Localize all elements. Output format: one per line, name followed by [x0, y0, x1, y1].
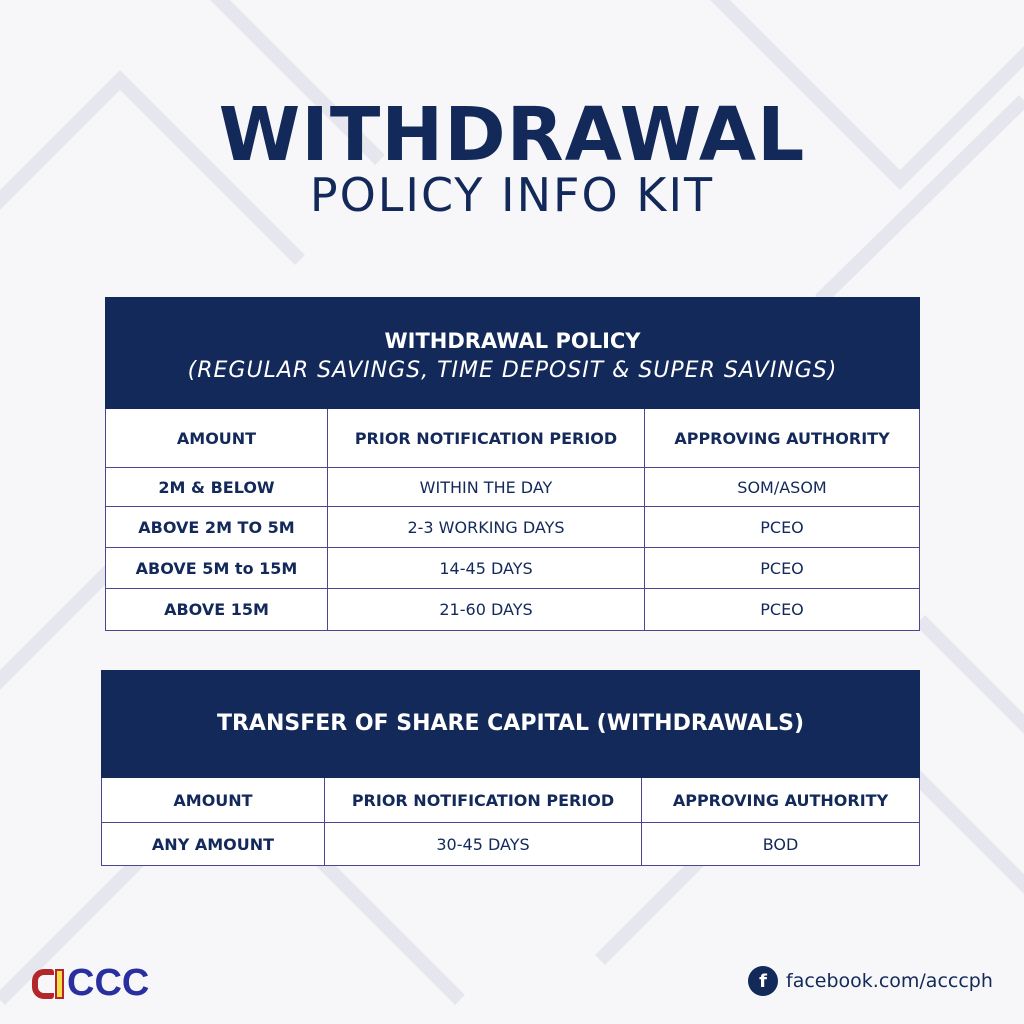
facebook-url[interactable]: facebook.com/acccph	[786, 970, 993, 992]
table-title: WITHDRAWAL POLICY	[384, 328, 641, 353]
logo-a-mark	[32, 968, 54, 999]
period-cell: 2-3 WORKING DAYS	[327, 506, 645, 548]
column-header: APPROVING AUTHORITY	[643, 408, 921, 468]
period-cell: WITHIN THE DAY	[327, 467, 645, 507]
logo-bar-mark	[55, 968, 64, 999]
table-row: ABOVE 2M TO 5M 2-3 WORKING DAYS PCEO	[105, 506, 921, 548]
amount-cell: 2M & BELOW	[105, 467, 328, 507]
facebook-icon: f	[748, 966, 778, 996]
table-subtitle: (REGULAR SAVINGS, TIME DEPOSIT & SUPER S…	[187, 357, 838, 383]
authority-cell: SOM/ASOM	[643, 467, 921, 507]
column-header: AMOUNT	[101, 777, 325, 823]
column-header: AMOUNT	[105, 408, 328, 468]
authority-cell: PCEO	[643, 506, 921, 548]
page-title: WITHDRAWAL	[218, 92, 806, 178]
table-row: ABOVE 15M 21-60 DAYS PCEO	[105, 588, 921, 631]
column-header: PRIOR NOTIFICATION PERIOD	[324, 777, 642, 823]
amount-cell: ANY AMOUNT	[101, 822, 325, 866]
facebook-link[interactable]: f facebook.com/acccph	[748, 966, 993, 996]
amount-cell: ABOVE 15M	[105, 588, 328, 631]
logo-text: CCC	[67, 962, 150, 1004]
share-capital-table: TRANSFER OF SHARE CAPITAL (WITHDRAWALS) …	[100, 670, 921, 866]
period-cell: 21-60 DAYS	[327, 588, 645, 631]
page-subtitle: POLICY INFO KIT	[309, 168, 715, 222]
amount-cell: ABOVE 2M TO 5M	[105, 506, 328, 548]
amount-cell: ABOVE 5M to 15M	[105, 547, 328, 589]
table-row: ABOVE 5M to 15M 14-45 DAYS PCEO	[105, 547, 921, 589]
withdrawal-policy-table: WITHDRAWAL POLICY (REGULAR SAVINGS, TIME…	[104, 297, 921, 631]
column-header: APPROVING AUTHORITY	[640, 777, 921, 823]
period-cell: 14-45 DAYS	[327, 547, 645, 589]
table-row: 2M & BELOW WITHIN THE DAY SOM/ASOM	[105, 467, 921, 507]
accc-logo: CCC	[32, 962, 149, 1005]
authority-cell: PCEO	[643, 547, 921, 589]
table-title: TRANSFER OF SHARE CAPITAL (WITHDRAWALS)	[216, 711, 805, 736]
table-row: ANY AMOUNT 30-45 DAYS BOD	[101, 822, 921, 866]
column-header: PRIOR NOTIFICATION PERIOD	[327, 408, 645, 468]
authority-cell: PCEO	[643, 588, 921, 631]
authority-cell: BOD	[640, 822, 921, 866]
period-cell: 30-45 DAYS	[324, 822, 642, 866]
table-title-cell: WITHDRAWAL POLICY (REGULAR SAVINGS, TIME…	[104, 297, 921, 409]
table-title-cell: TRANSFER OF SHARE CAPITAL (WITHDRAWALS)	[100, 670, 921, 778]
